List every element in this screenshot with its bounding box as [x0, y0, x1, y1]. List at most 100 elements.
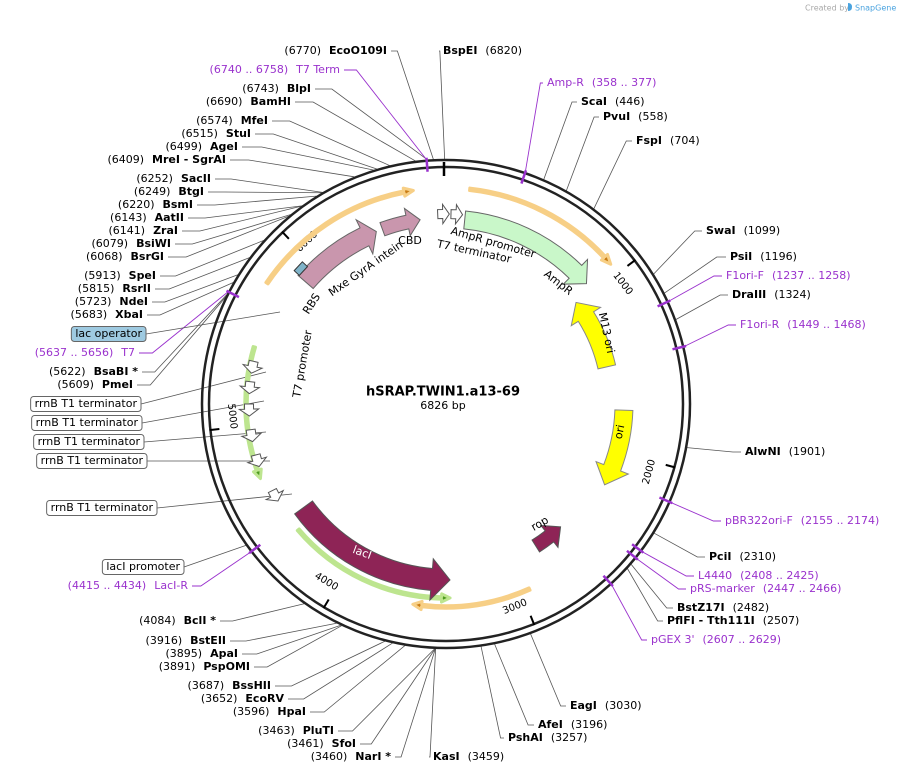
site-name: F1ori-F: [726, 269, 764, 282]
leader-line: [494, 643, 534, 726]
leader-line: [192, 551, 251, 587]
site-name: BsmI: [163, 198, 194, 211]
leader-line: [288, 642, 393, 700]
site-name: BspEI: [443, 44, 477, 57]
feature-box: [33, 434, 145, 450]
site-name: BstEII: [190, 634, 226, 647]
site-label: (6220) BsmI: [118, 198, 193, 211]
site-label: AfeI (3196): [538, 718, 607, 731]
tick-mark: [529, 615, 536, 626]
site-name: AfeI: [538, 718, 563, 731]
site-name: PspOMI: [203, 660, 250, 673]
feature-box-label: rrnB T1 terminator: [51, 501, 154, 514]
site-label: (6068) BsrGI: [86, 250, 164, 263]
primer-site: [626, 549, 639, 561]
site-position: (3463): [258, 724, 295, 737]
site-name: BssHII: [232, 679, 271, 692]
leader-line: [635, 557, 686, 590]
leader-line: [254, 625, 342, 668]
leader-line: [668, 275, 722, 302]
site-position: (6820): [485, 44, 522, 57]
site-label: (3895) ApaI: [166, 647, 238, 660]
site-name: AgeI: [210, 140, 238, 153]
tick-mark: [665, 463, 676, 469]
leader-line: [183, 544, 248, 568]
feature-label: T7 promoter: [290, 329, 315, 400]
site-label: FspI (704): [636, 134, 700, 147]
site-label: (6743) BlpI: [242, 82, 311, 95]
site-label: (5683) XbaI: [71, 308, 143, 321]
site-name: L4440: [698, 569, 732, 582]
feature-box: [36, 453, 148, 469]
feature-box: [31, 415, 143, 431]
site-label: (6079) BsiWI: [91, 237, 171, 250]
site-label: (3461) SfoI: [287, 737, 356, 750]
site-name: EcoO109I: [329, 44, 387, 57]
site-label: (6141) ZraI: [109, 224, 179, 237]
feature-arrow: [468, 186, 613, 266]
site-name: KasI: [433, 750, 460, 763]
feature-arrow: [570, 301, 617, 370]
site-label: BstZ17I (2482): [677, 601, 769, 614]
site-name: BlpI: [287, 82, 311, 95]
site-name: NarI *: [355, 750, 391, 763]
site-position: (2607 .. 2629): [703, 633, 782, 646]
site-name: PshAI: [508, 731, 543, 744]
site-position: (558): [638, 110, 668, 123]
leader-line: [155, 257, 250, 290]
primer-site: [520, 169, 528, 184]
site-label: PsiI (1196): [730, 250, 797, 263]
leader-line: [344, 69, 427, 161]
feature-label: CBD: [398, 234, 422, 247]
site-name: BtgI: [178, 185, 204, 198]
site-name: pBR322ori-F: [725, 514, 793, 527]
site-label: (3687) BssHII: [188, 679, 271, 692]
site-position: (3596): [233, 705, 270, 718]
leader-line: [429, 648, 437, 758]
features: 100020003000400050006000CBDMxe GyrA inte…: [209, 157, 687, 626]
leader-line: [160, 240, 264, 277]
leader-line: [152, 274, 238, 303]
site-label: PvuI (558): [603, 110, 668, 123]
leader-line: [208, 191, 322, 194]
site-label: (6770) EcoO109I: [284, 44, 387, 57]
site-name: SacII: [181, 172, 211, 185]
leader-line: [653, 230, 702, 275]
site-name: BsiWI: [136, 237, 171, 250]
site-name: T7 Term: [295, 63, 340, 76]
site-name: ZraI: [153, 224, 178, 237]
primer-site: [657, 299, 671, 308]
site-position: (2482): [733, 601, 770, 614]
feature-arrow: [379, 207, 421, 237]
site-label: (6499) AgeI: [165, 140, 238, 153]
site-name: PsiI: [730, 250, 752, 263]
site-position: (5815): [78, 282, 115, 295]
site-name: BsrGI: [131, 250, 164, 263]
site-name: pGEX 3': [651, 633, 695, 646]
site-position: (6690): [206, 95, 243, 108]
site-position: (6770): [284, 44, 321, 57]
leader-line: [142, 294, 228, 373]
site-position: (3459): [468, 750, 505, 763]
site-position: (1196): [760, 250, 797, 263]
site-name: StuI: [226, 127, 251, 140]
site-position: (6515): [181, 127, 218, 140]
site-label: (5609) PmeI: [57, 378, 133, 391]
feature-box-label: lac operator: [75, 327, 142, 340]
leader-line: [530, 633, 566, 707]
primer-label: L4440 (2408 .. 2425): [698, 569, 819, 582]
leader-line: [480, 646, 504, 739]
site-position: (3461): [287, 737, 324, 750]
site-name: SwaI: [706, 224, 736, 237]
site-name: XbaI: [115, 308, 143, 321]
primer-site: [248, 543, 262, 555]
site-name: pRS-marker: [690, 582, 755, 595]
site-position: (5609): [57, 378, 94, 391]
site-name: NdeI: [119, 295, 148, 308]
tick-label: 5000: [225, 403, 239, 430]
site-name: F1ori-R: [740, 318, 780, 331]
site-name: MreI - SgrAI: [152, 153, 226, 166]
site-position: (2155 .. 2174): [801, 514, 880, 527]
leader-line: [683, 324, 736, 347]
